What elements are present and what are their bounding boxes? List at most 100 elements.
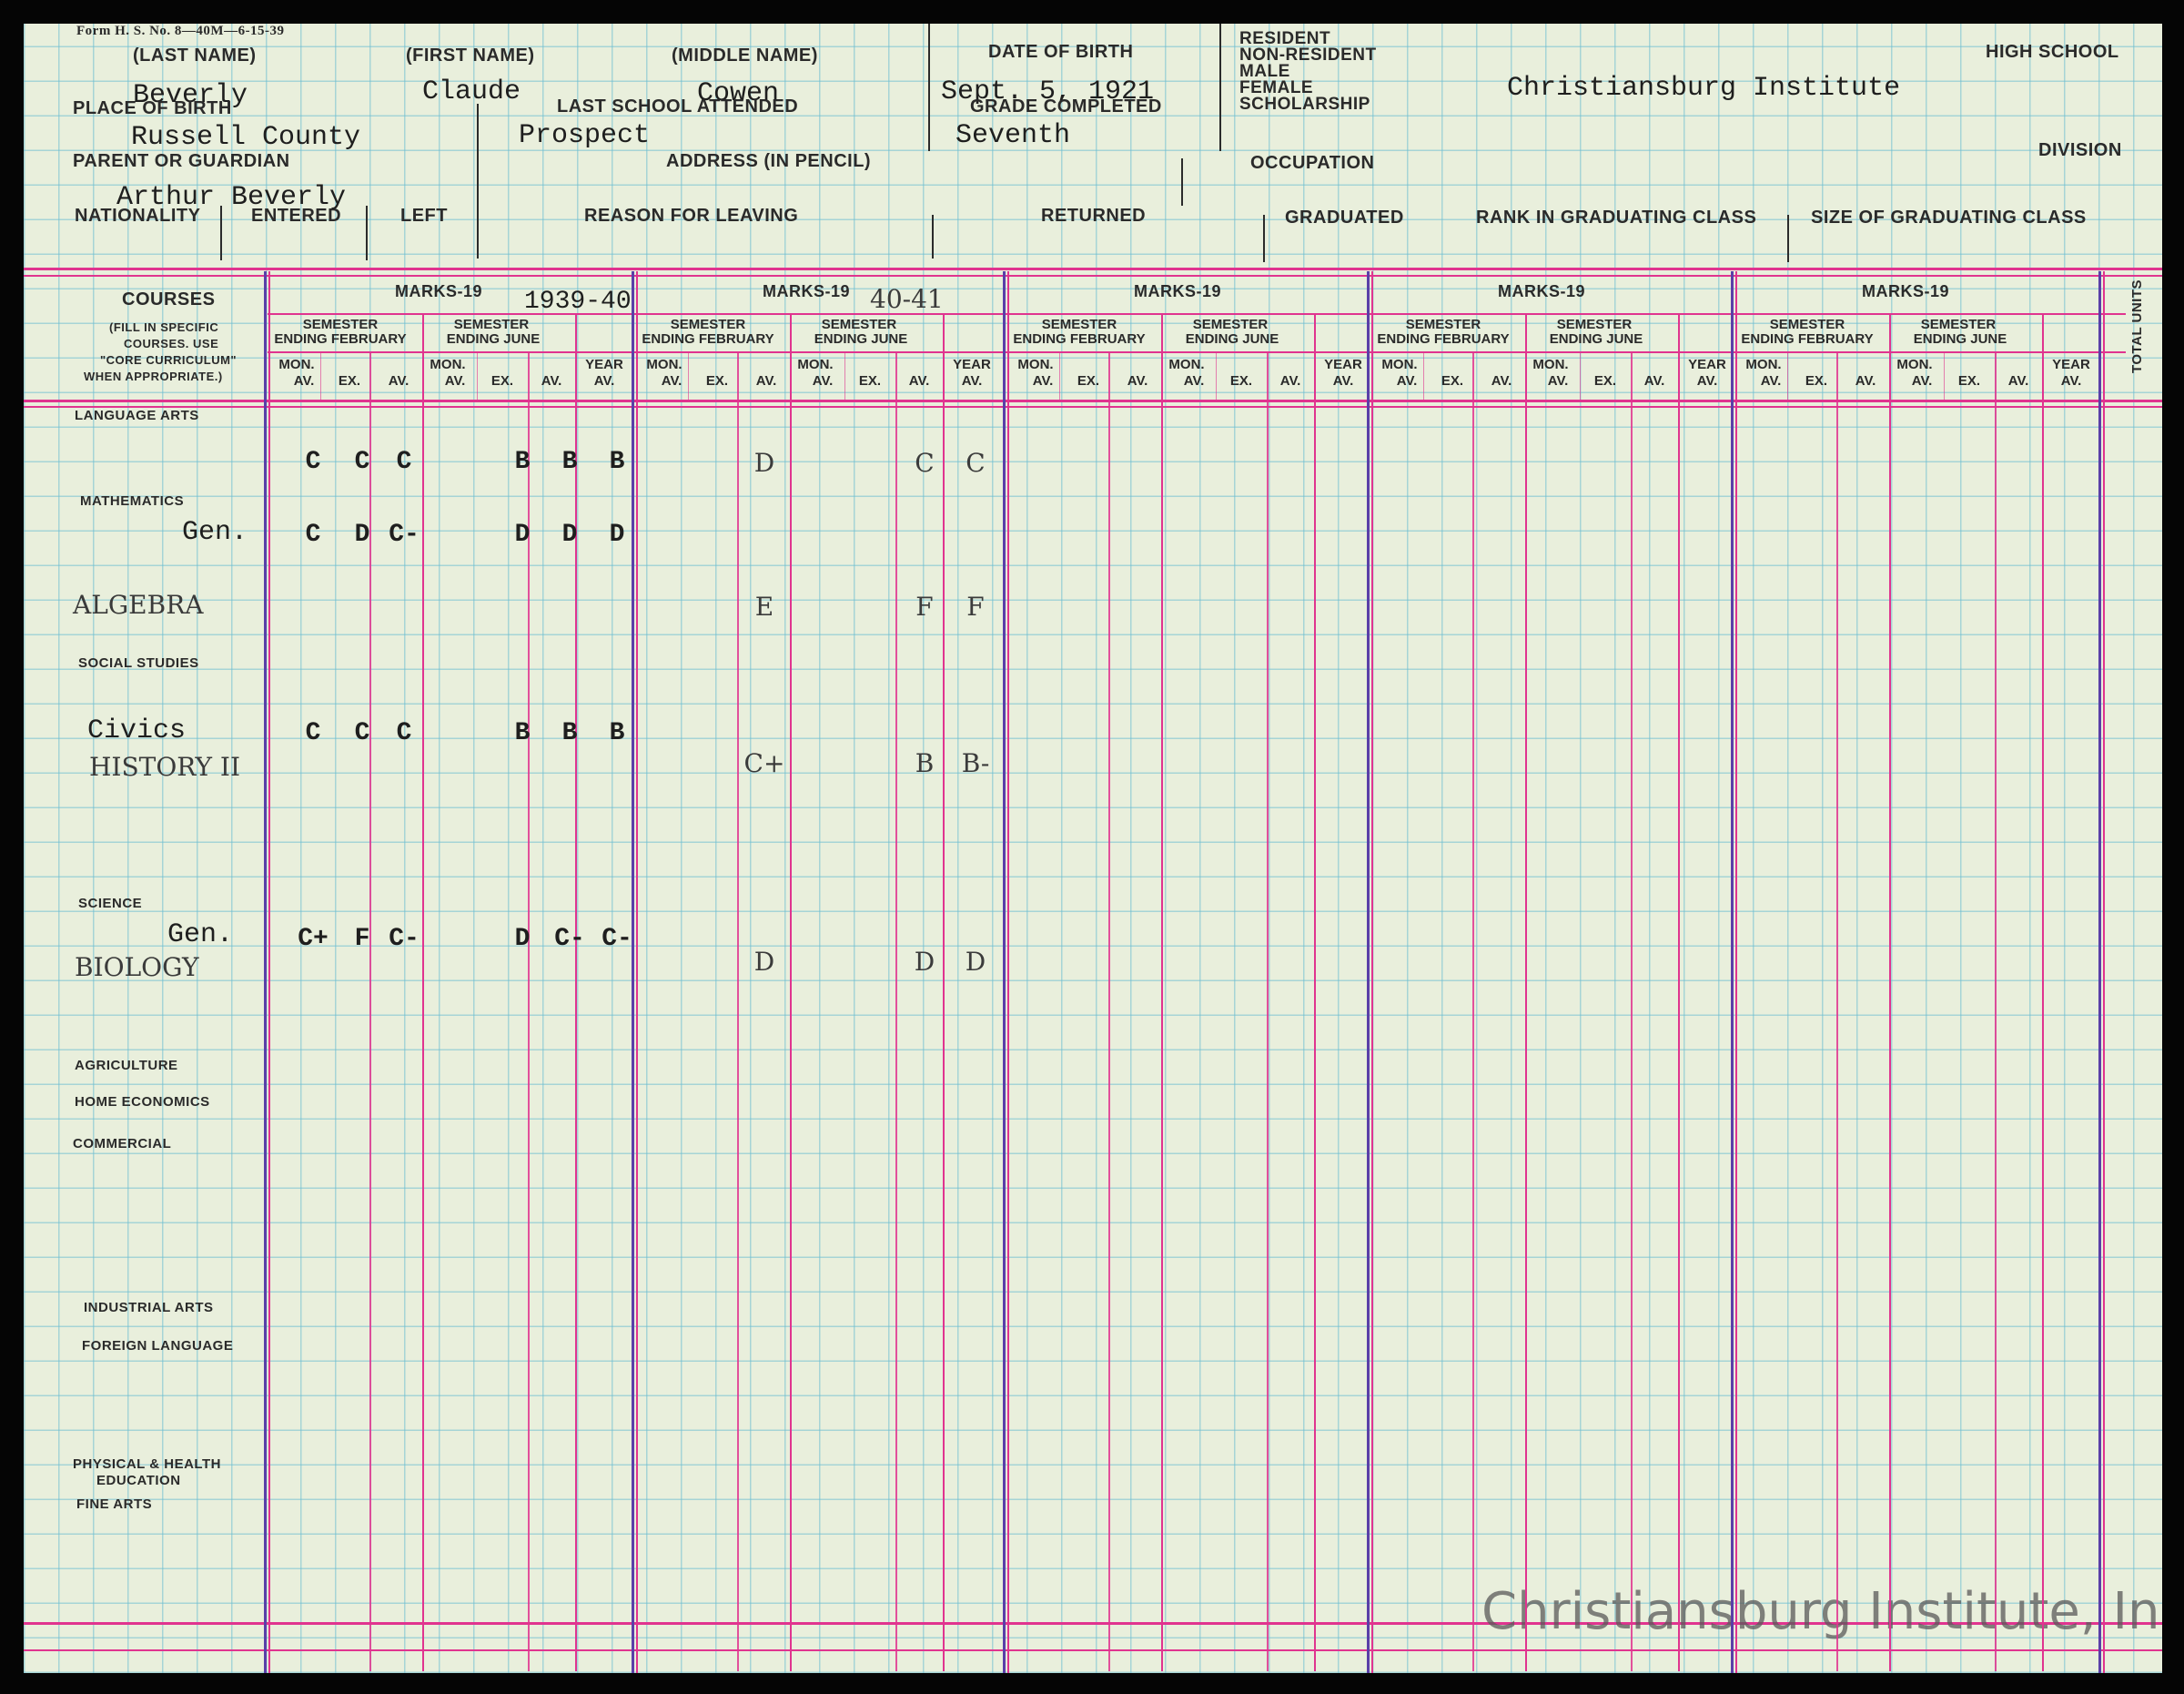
course-education: EDUCATION: [96, 1473, 181, 1488]
grade-mark: D: [354, 521, 370, 549]
sem-feb-label: ENDING FEBRUARY: [1741, 331, 1874, 347]
column-divider: [1944, 353, 1945, 401]
col-head-av: AV.: [1855, 373, 1876, 389]
col-head-mon: MON.: [1532, 357, 1569, 372]
grade-mark: B: [514, 719, 531, 747]
grid-hline: [268, 313, 2126, 315]
courses-label: COURSES: [122, 289, 216, 309]
place-of-birth-value: Russell County: [131, 122, 361, 153]
sem-june-label: ENDING JUNE: [1185, 331, 1279, 347]
col-head-av: AV.: [755, 373, 777, 389]
semester-divider: [528, 353, 530, 1671]
grade-mark: C-: [602, 925, 632, 953]
course-social-studies: SOCIAL STUDIES: [78, 655, 199, 671]
sem-feb-label: SEMESTER: [302, 317, 379, 332]
courses-note: WHEN APPROPRIATE.): [84, 370, 223, 383]
column-divider: [1787, 353, 1788, 401]
col-head-av: AV.: [1396, 373, 1418, 389]
marks-year-label: MARKS-19: [1862, 282, 1950, 300]
marks-year-value: 40-41: [870, 284, 944, 314]
grade-mark: C: [396, 448, 412, 476]
grade-mark: C: [966, 448, 986, 478]
middle-name-label: (MIDDLE NAME): [672, 46, 818, 66]
grade-mark: C: [305, 521, 321, 549]
grade-mark: C: [305, 719, 321, 747]
grade-mark: B: [609, 719, 625, 747]
course-history: HISTORY II: [89, 752, 241, 782]
col-head-av: AV.: [593, 373, 615, 389]
dob-value: Sept. 5, 1921: [941, 76, 1155, 107]
grade-completed-value: Seventh: [956, 120, 1071, 151]
col-head-year: YEAR: [1324, 357, 1362, 372]
course-algebra: ALGEBRA: [73, 590, 204, 620]
col-head-year: YEAR: [585, 357, 623, 372]
grid-hline: [24, 1622, 2162, 1625]
separator-line: [24, 275, 2162, 277]
total-units-divider: [2098, 271, 2101, 1673]
sem-feb-label: ENDING FEBRUARY: [1377, 331, 1510, 347]
sem-june-label: SEMESTER: [453, 317, 530, 332]
form-id: Form H. S. No. 8—40M—6-15-39: [76, 24, 285, 38]
grade-mark: B: [609, 448, 625, 476]
semester-divider: [1995, 353, 1997, 1671]
col-head-av: AV.: [1547, 373, 1569, 389]
grid-hline: [268, 351, 2126, 353]
year-block-divider: [1007, 271, 1009, 1673]
last-school-label: LAST SCHOOL ATTENDED: [557, 96, 799, 117]
sem-june-label: SEMESTER: [1556, 317, 1633, 332]
year-block-divider: [1371, 271, 1373, 1673]
col-head-av: AV.: [1332, 373, 1354, 389]
grid-hline: [24, 400, 2162, 402]
total-units-label: TOTAL UNITS: [2129, 279, 2145, 373]
scholarship-label: SCHOLARSHIP: [1239, 95, 1370, 114]
column-divider: [1580, 353, 1581, 401]
marks-year-label: MARKS-19: [763, 282, 851, 300]
grade-mark: D: [753, 448, 775, 478]
graduated-label: GRADUATED: [1285, 208, 1404, 228]
course-agriculture: AGRICULTURE: [75, 1058, 178, 1073]
grade-mark: B: [514, 448, 531, 476]
col-head-ex: EX.: [858, 373, 882, 389]
grade-mark: D: [561, 521, 578, 549]
col-head-av: AV.: [1127, 373, 1148, 389]
nationality-label: NATIONALITY: [75, 206, 201, 226]
grade-mark: D: [914, 947, 935, 977]
header-divider: [1263, 215, 1265, 262]
course-commercial: COMMERCIAL: [73, 1136, 172, 1151]
course-science: SCIENCE: [78, 896, 143, 911]
dob-label: DATE OF BIRTH: [988, 42, 1134, 62]
col-head-av: AV.: [661, 373, 682, 389]
course-home-economics: HOME ECONOMICS: [75, 1094, 210, 1110]
column-divider: [844, 353, 845, 401]
grade-mark: D: [514, 521, 531, 549]
col-head-ex: EX.: [705, 373, 729, 389]
col-head-mon: MON.: [646, 357, 682, 372]
col-head-mon: MON.: [1745, 357, 1782, 372]
sem-june-label: SEMESTER: [821, 317, 897, 332]
rank-label: RANK IN GRADUATING CLASS: [1476, 208, 1757, 228]
male-label: MALE: [1239, 62, 1290, 81]
parent-label: PARENT OR GUARDIAN: [73, 151, 290, 171]
col-head-year: YEAR: [953, 357, 991, 372]
marks-year-label: MARKS-19: [1498, 282, 1586, 300]
semester-divider: [790, 315, 792, 1671]
grade-mark: C-: [389, 521, 420, 549]
col-head-av: AV.: [2007, 373, 2029, 389]
record-card: Form H. S. No. 8—40M—6-15-39 (LAST NAME)…: [24, 24, 2162, 1673]
semester-divider: [1267, 353, 1269, 1671]
col-head-mon: MON.: [1168, 357, 1205, 372]
col-head-av: AV.: [1760, 373, 1782, 389]
grade-mark: C+: [298, 925, 329, 953]
reason-label: REASON FOR LEAVING: [584, 206, 799, 226]
year-block-divider: [1003, 271, 1006, 1673]
sem-june-label: SEMESTER: [1920, 317, 1997, 332]
col-head-av: AV.: [1491, 373, 1512, 389]
left-label: LEFT: [400, 206, 448, 226]
column-divider: [688, 353, 689, 401]
col-head-av: AV.: [1032, 373, 1054, 389]
grade-mark: C: [354, 719, 370, 747]
courses-note: "CORE CURRICULUM": [100, 353, 238, 367]
col-head-mon: MON.: [1896, 357, 1933, 372]
col-head-mon: MON.: [1381, 357, 1418, 372]
grid-hline: [24, 1649, 2162, 1651]
